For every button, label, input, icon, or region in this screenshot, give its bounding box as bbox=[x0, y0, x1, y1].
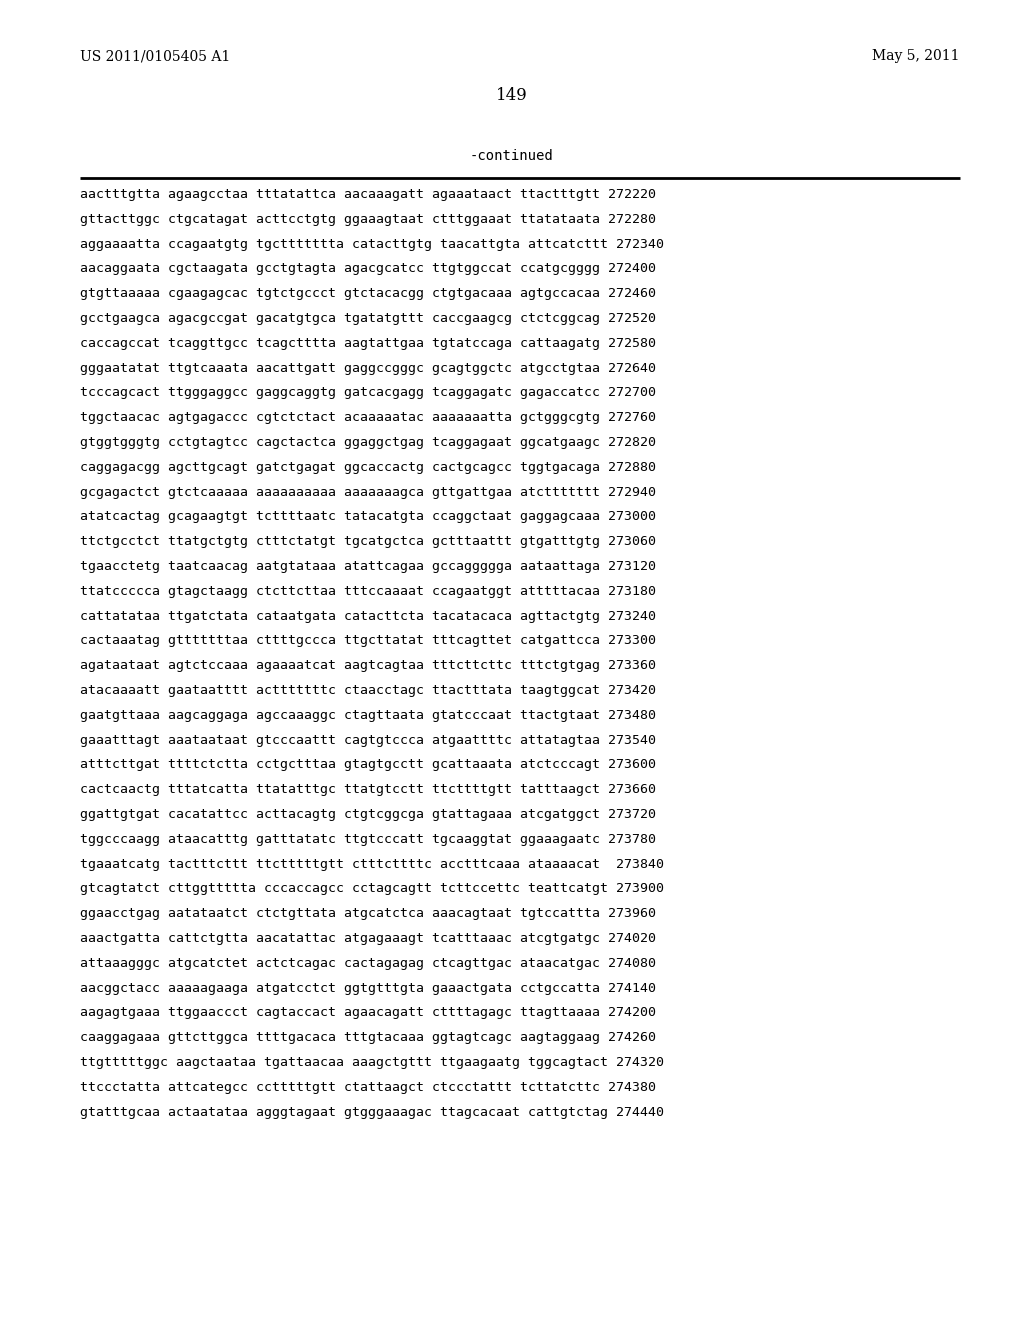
Text: tgaacctetg taatcaacag aatgtataaa atattcagaa gccaggggga aataattaga 273120: tgaacctetg taatcaacag aatgtataaa atattca… bbox=[80, 560, 656, 573]
Text: tcccagcact ttgggaggcc gaggcaggtg gatcacgagg tcaggagatc gagaccatcc 272700: tcccagcact ttgggaggcc gaggcaggtg gatcacg… bbox=[80, 387, 656, 400]
Text: May 5, 2011: May 5, 2011 bbox=[872, 49, 961, 63]
Text: agataataat agtctccaaa agaaaatcat aagtcagtaa tttcttcttc tttctgtgag 273360: agataataat agtctccaaa agaaaatcat aagtcag… bbox=[80, 659, 656, 672]
Text: aagagtgaaa ttggaaccct cagtaccact agaacagatt cttttagagc ttagttaaaa 274200: aagagtgaaa ttggaaccct cagtaccact agaacag… bbox=[80, 1006, 656, 1019]
Text: aacaggaata cgctaagata gcctgtagta agacgcatcc ttgtggccat ccatgcgggg 272400: aacaggaata cgctaagata gcctgtagta agacgca… bbox=[80, 263, 656, 276]
Text: aaactgatta cattctgtta aacatattac atgagaaagt tcatttaaac atcgtgatgc 274020: aaactgatta cattctgtta aacatattac atgagaa… bbox=[80, 932, 656, 945]
Text: gtgttaaaaa cgaagagcac tgtctgccct gtctacacgg ctgtgacaaa agtgccacaa 272460: gtgttaaaaa cgaagagcac tgtctgccct gtctaca… bbox=[80, 288, 656, 300]
Text: atacaaaatt gaataatttt actttttttc ctaacctagc ttactttata taagtggcat 273420: atacaaaatt gaataatttt actttttttc ctaacct… bbox=[80, 684, 656, 697]
Text: gggaatatat ttgtcaaata aacattgatt gaggccgggc gcagtggctc atgcctgtaa 272640: gggaatatat ttgtcaaata aacattgatt gaggccg… bbox=[80, 362, 656, 375]
Text: aggaaaatta ccagaatgtg tgcttttttta catacttgtg taacattgta attcatcttt 272340: aggaaaatta ccagaatgtg tgcttttttta catact… bbox=[80, 238, 664, 251]
Text: tgaaatcatg tactttcttt ttctttttgtt ctttcttttc acctttcaaa ataaaacat  273840: tgaaatcatg tactttcttt ttctttttgtt ctttct… bbox=[80, 858, 664, 871]
Text: attaaagggc atgcatctet actctcagac cactagagag ctcagttgac ataacatgac 274080: attaaagggc atgcatctet actctcagac cactaga… bbox=[80, 957, 656, 970]
Text: atatcactag gcagaagtgt tcttttaatc tatacatgta ccaggctaat gaggagcaaa 273000: atatcactag gcagaagtgt tcttttaatc tatacat… bbox=[80, 511, 656, 524]
Text: gcgagactct gtctcaaaaa aaaaaaaaaa aaaaaaagca gttgattgaa atcttttttt 272940: gcgagactct gtctcaaaaa aaaaaaaaaa aaaaaaa… bbox=[80, 486, 656, 499]
Text: ttatccccca gtagctaagg ctcttcttaa tttccaaaat ccagaatggt atttttacaa 273180: ttatccccca gtagctaagg ctcttcttaa tttccaa… bbox=[80, 585, 656, 598]
Text: 149: 149 bbox=[496, 87, 528, 104]
Text: US 2011/0105405 A1: US 2011/0105405 A1 bbox=[80, 49, 230, 63]
Text: caccagccat tcaggttgcc tcagctttta aagtattgaa tgtatccaga cattaagatg 272580: caccagccat tcaggttgcc tcagctttta aagtatt… bbox=[80, 337, 656, 350]
Text: gtatttgcaa actaatataa agggtagaat gtgggaaagac ttagcacaat cattgtctag 274440: gtatttgcaa actaatataa agggtagaat gtgggaa… bbox=[80, 1106, 664, 1118]
Text: caaggagaaa gttcttggca ttttgacaca tttgtacaaa ggtagtcagc aagtaggaag 274260: caaggagaaa gttcttggca ttttgacaca tttgtac… bbox=[80, 1031, 656, 1044]
Text: aacggctacc aaaaagaaga atgatcctct ggtgtttgta gaaactgata cctgccatta 274140: aacggctacc aaaaagaaga atgatcctct ggtgttt… bbox=[80, 982, 656, 994]
Text: cactcaactg tttatcatta ttatatttgc ttatgtcctt ttcttttgtt tatttaagct 273660: cactcaactg tttatcatta ttatatttgc ttatgtc… bbox=[80, 783, 656, 796]
Text: ggaacctgag aatataatct ctctgttata atgcatctca aaacagtaat tgtccattta 273960: ggaacctgag aatataatct ctctgttata atgcatc… bbox=[80, 907, 656, 920]
Text: gcctgaagca agacgccgat gacatgtgca tgatatgttt caccgaagcg ctctcggcag 272520: gcctgaagca agacgccgat gacatgtgca tgatatg… bbox=[80, 312, 656, 325]
Text: cattatataa ttgatctata cataatgata catacttcta tacatacaca agttactgtg 273240: cattatataa ttgatctata cataatgata catactt… bbox=[80, 610, 656, 623]
Text: gaaatttagt aaataataat gtcccaattt cagtgtccca atgaattttc attatagtaa 273540: gaaatttagt aaataataat gtcccaattt cagtgtc… bbox=[80, 734, 656, 747]
Text: ttgtttttggc aagctaataa tgattaacaa aaagctgttt ttgaagaatg tggcagtact 274320: ttgtttttggc aagctaataa tgattaacaa aaagct… bbox=[80, 1056, 664, 1069]
Text: tggcccaagg ataacatttg gatttatatc ttgtcccatt tgcaaggtat ggaaagaatc 273780: tggcccaagg ataacatttg gatttatatc ttgtccc… bbox=[80, 833, 656, 846]
Text: tggctaacac agtgagaccc cgtctctact acaaaaatac aaaaaaatta gctgggcgtg 272760: tggctaacac agtgagaccc cgtctctact acaaaaa… bbox=[80, 412, 656, 424]
Text: gaatgttaaa aagcaggaga agccaaaggc ctagttaata gtatcccaat ttactgtaat 273480: gaatgttaaa aagcaggaga agccaaaggc ctagtta… bbox=[80, 709, 656, 722]
Text: cactaaatag gtttttttaa cttttgccca ttgcttatat tttcagttet catgattcca 273300: cactaaatag gtttttttaa cttttgccca ttgctta… bbox=[80, 635, 656, 647]
Text: gttacttggc ctgcatagat acttcctgtg ggaaagtaat ctttggaaat ttatataata 272280: gttacttggc ctgcatagat acttcctgtg ggaaagt… bbox=[80, 213, 656, 226]
Text: atttcttgat ttttctctta cctgctttaa gtagtgcctt gcattaaata atctcccagt 273600: atttcttgat ttttctctta cctgctttaa gtagtgc… bbox=[80, 759, 656, 771]
Text: caggagacgg agcttgcagt gatctgagat ggcaccactg cactgcagcc tggtgacaga 272880: caggagacgg agcttgcagt gatctgagat ggcacca… bbox=[80, 461, 656, 474]
Text: ggattgtgat cacatattcc acttacagtg ctgtcggcga gtattagaaa atcgatggct 273720: ggattgtgat cacatattcc acttacagtg ctgtcgg… bbox=[80, 808, 656, 821]
Text: gtcagtatct cttggttttta cccaccagcc cctagcagtt tcttccettc teattcatgt 273900: gtcagtatct cttggttttta cccaccagcc cctagc… bbox=[80, 882, 664, 895]
Text: -continued: -continued bbox=[470, 149, 554, 162]
Text: gtggtgggtg cctgtagtcc cagctactca ggaggctgag tcaggagaat ggcatgaagc 272820: gtggtgggtg cctgtagtcc cagctactca ggaggct… bbox=[80, 436, 656, 449]
Text: ttctgcctct ttatgctgtg ctttctatgt tgcatgctca gctttaattt gtgatttgtg 273060: ttctgcctct ttatgctgtg ctttctatgt tgcatgc… bbox=[80, 535, 656, 548]
Text: aactttgtta agaagcctaa tttatattca aacaaagatt agaaataact ttactttgtt 272220: aactttgtta agaagcctaa tttatattca aacaaag… bbox=[80, 187, 656, 201]
Text: ttccctatta attcategcc cctttttgtt ctattaagct ctccctattt tcttatcttc 274380: ttccctatta attcategcc cctttttgtt ctattaa… bbox=[80, 1081, 656, 1094]
